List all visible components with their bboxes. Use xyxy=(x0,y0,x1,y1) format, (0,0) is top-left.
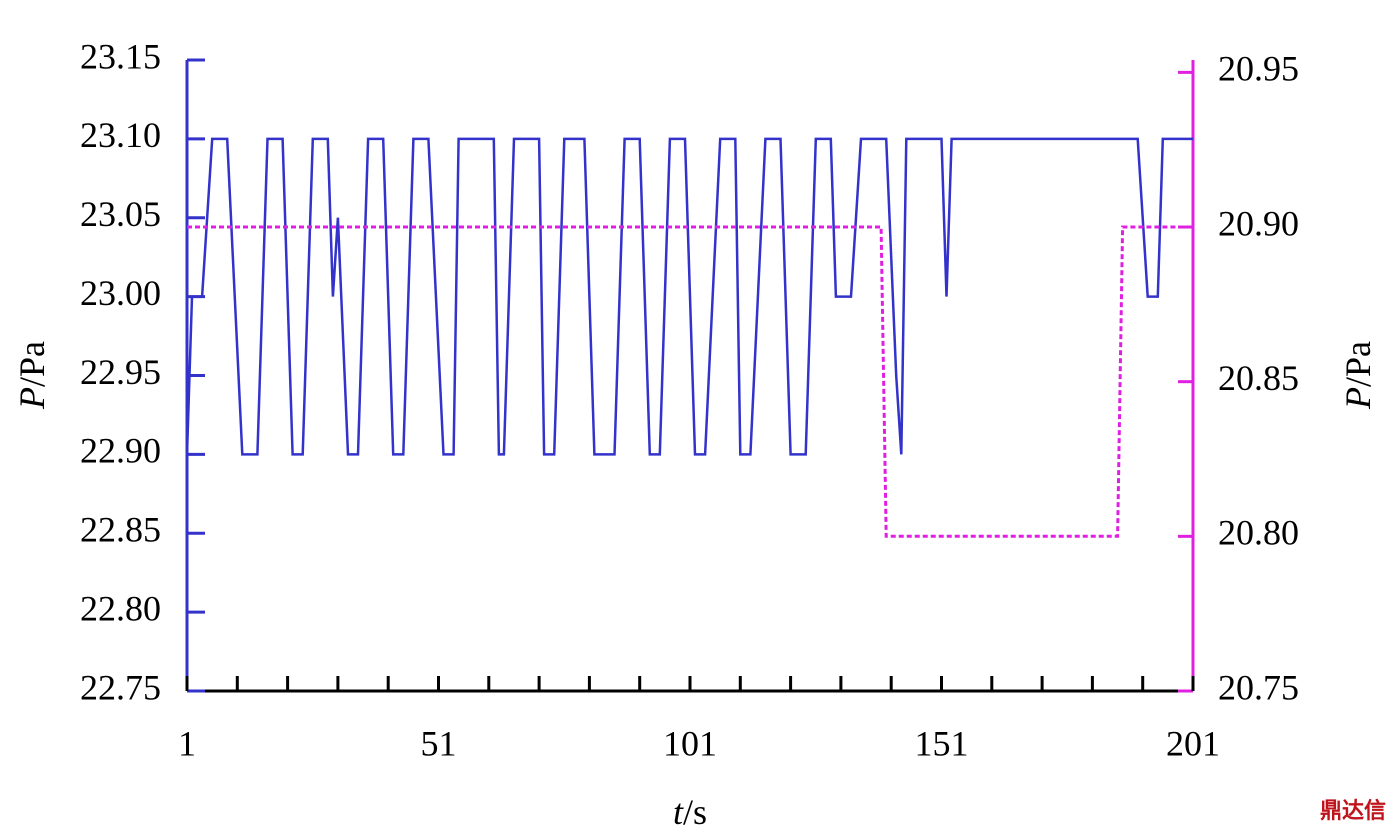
y-tick-label: 23.15 xyxy=(80,36,161,76)
x-tick-label: 101 xyxy=(663,723,717,763)
y2-tick-label: 20.85 xyxy=(1218,358,1299,398)
y2-tick-label: 20.75 xyxy=(1218,667,1299,707)
y2-axis-label: P/Pa xyxy=(1338,341,1378,410)
data-line xyxy=(185,137,1193,456)
y-tick-label: 22.95 xyxy=(80,352,161,392)
y-axis-label: P/Pa xyxy=(12,341,52,410)
y-tick-label: 22.75 xyxy=(80,667,161,707)
y2-tick-label: 20.95 xyxy=(1218,49,1299,89)
x-tick-label: 201 xyxy=(1166,723,1220,763)
y-label-unit: /Pa xyxy=(12,341,52,387)
x-label-var: t xyxy=(673,792,684,832)
x-label-unit: /s xyxy=(683,792,707,832)
y-tick-label: 23.00 xyxy=(80,273,161,313)
x-tick-label: 51 xyxy=(421,723,457,763)
data-line xyxy=(187,225,1193,538)
y-tick-label: 23.10 xyxy=(80,115,161,155)
y2-tick-label: 20.80 xyxy=(1218,513,1299,553)
x-axis-label: t/s xyxy=(673,792,707,832)
x-tick-label: 151 xyxy=(915,723,969,763)
watermark: 鼎达信 xyxy=(1320,798,1386,824)
y-tick-label: 22.80 xyxy=(80,588,161,628)
y-tick-label: 23.05 xyxy=(80,194,161,234)
y2-label-unit: /Pa xyxy=(1338,341,1378,387)
y-tick-label: 22.85 xyxy=(80,510,161,550)
y2-label-var: P xyxy=(1338,387,1378,410)
y2-tick-label: 20.90 xyxy=(1218,203,1299,243)
y-label-var: P xyxy=(12,387,52,410)
y-tick-label: 22.90 xyxy=(80,431,161,471)
x-tick-label: 1 xyxy=(178,723,196,763)
